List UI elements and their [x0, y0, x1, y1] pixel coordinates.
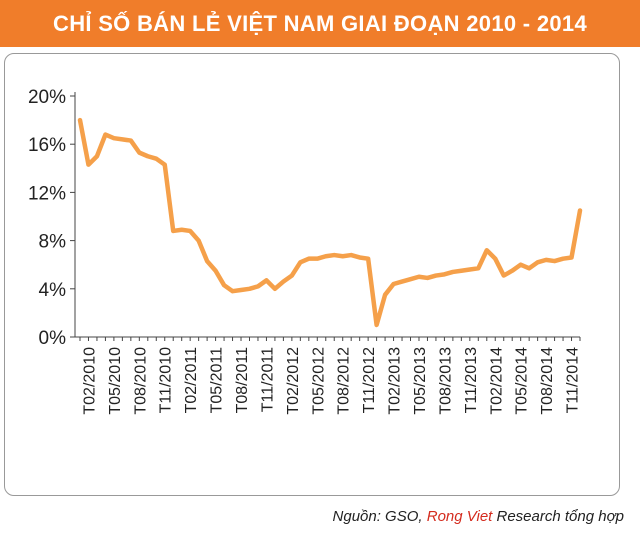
y-axis-ticks: 0% 4% 8% 12% 16% 20%	[28, 87, 75, 349]
x-tick-label: T02/2011	[183, 347, 200, 414]
x-tick-label: T02/2013	[387, 347, 404, 415]
y-tick-label: 20%	[28, 87, 66, 108]
y-tick-label: 16%	[28, 135, 66, 156]
x-tick-label: T08/2012	[336, 347, 353, 415]
chart-title-bar: CHỈ SỐ BÁN LẺ VIỆT NAM GIAI ĐOẠN 2010 - …	[0, 0, 640, 47]
y-tick-label: 12%	[28, 183, 66, 204]
chart-axes	[74, 92, 580, 338]
x-tick-label: T02/2012	[285, 347, 302, 415]
x-tick-label: T08/2010	[132, 347, 149, 415]
x-tick-label: T02/2010	[81, 347, 98, 415]
x-tick-label: T05/2013	[412, 347, 429, 415]
x-tick-label: T05/2011	[209, 347, 226, 414]
chart-title: CHỈ SỐ BÁN LẺ VIỆT NAM GIAI ĐOẠN 2010 - …	[53, 10, 587, 36]
x-tick-label: T11/2014	[565, 347, 582, 414]
x-tick-label: T08/2013	[437, 347, 454, 415]
x-tick-label: T11/2010	[158, 347, 175, 414]
x-tick-label: T08/2011	[234, 347, 251, 414]
source-suffix: Research tổng hợp	[492, 508, 625, 525]
series-group	[77, 117, 583, 328]
series-line	[77, 117, 583, 328]
chart-frame	[4, 53, 620, 496]
source-note: Nguồn: GSO, Rong Viet Research tổng hợp	[333, 508, 624, 525]
y-tick-label: 4%	[39, 280, 67, 301]
source-brand: Rong Viet	[426, 508, 493, 525]
x-tick-label: T05/2014	[514, 347, 531, 415]
x-tick-label: T05/2010	[107, 347, 124, 415]
y-tick-label: 8%	[39, 232, 67, 253]
x-tick-label: T08/2014	[539, 347, 556, 415]
x-tick-label: T11/2013	[463, 347, 480, 414]
x-axis-ticks: T02/2010 T05/2010 T08/2010 T11/2010 T02/2011…	[79, 337, 582, 415]
x-tick-label: T05/2012	[310, 347, 327, 415]
x-tick-label: T11/2012	[361, 347, 378, 414]
y-tick-label: 0%	[39, 328, 67, 349]
x-tick-label: T11/2011	[259, 347, 276, 412]
source-prefix: Nguồn: GSO,	[332, 508, 427, 525]
x-tick-label: T02/2014	[488, 347, 505, 415]
